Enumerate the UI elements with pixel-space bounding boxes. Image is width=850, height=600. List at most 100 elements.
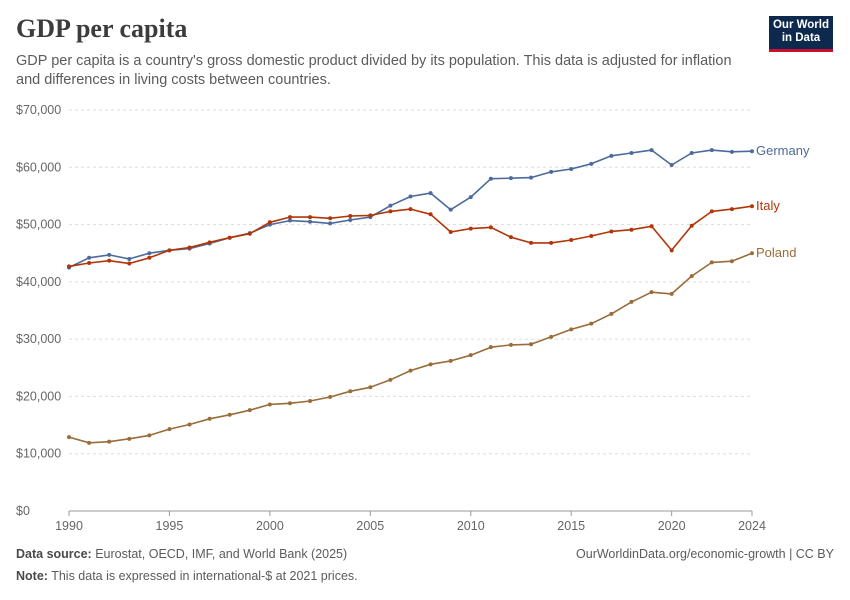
data-point-poland	[508, 342, 513, 347]
y-tick-label: $40,000	[16, 275, 61, 289]
data-point-poland	[247, 408, 252, 413]
y-tick-label: $30,000	[16, 332, 61, 346]
y-tick-label: $70,000	[16, 103, 61, 117]
x-tick-label: 2020	[658, 519, 686, 533]
y-tick-label: $10,000	[16, 447, 61, 461]
data-point-poland	[267, 402, 272, 407]
x-tick-label: 2010	[457, 519, 485, 533]
data-point-germany	[709, 148, 714, 153]
data-point-germany	[287, 218, 292, 223]
data-point-italy	[127, 261, 132, 266]
data-point-germany	[87, 255, 92, 260]
data-point-germany	[729, 149, 734, 154]
data-point-poland	[227, 412, 232, 417]
data-point-poland	[67, 435, 71, 440]
data-source: Data source: Eurostat, OECD, IMF, and Wo…	[16, 547, 347, 561]
data-point-italy	[589, 234, 594, 239]
logo-line-1: Our World	[772, 19, 829, 31]
data-point-poland	[388, 377, 393, 382]
x-tick-label: 2000	[256, 519, 284, 533]
data-point-italy	[649, 224, 654, 229]
owid-logo[interactable]: Our World in Data	[769, 16, 833, 52]
data-point-italy	[147, 255, 152, 260]
data-point-italy	[388, 209, 393, 214]
data-point-italy	[468, 226, 473, 231]
data-point-italy	[308, 215, 313, 220]
data-point-italy	[508, 235, 513, 240]
data-point-poland	[127, 436, 132, 441]
data-point-poland	[107, 439, 112, 444]
note-label: Note:	[16, 569, 48, 583]
data-point-italy	[247, 231, 252, 236]
data-point-italy	[287, 215, 292, 220]
data-point-italy	[267, 220, 272, 225]
data-point-germany	[328, 221, 333, 226]
data-point-germany	[127, 256, 132, 261]
data-point-germany	[629, 150, 634, 155]
series-label-germany: Germany	[756, 143, 810, 158]
data-point-italy	[448, 230, 453, 235]
data-point-poland	[368, 385, 373, 390]
data-point-italy	[408, 207, 413, 212]
data-point-germany	[408, 194, 413, 199]
x-tick-label: 2024	[738, 519, 766, 533]
data-point-poland	[87, 440, 92, 445]
series-label-poland: Poland	[756, 245, 796, 260]
x-axis: 1990 1995 2000 2005 2010 2015 2020 2024	[55, 511, 766, 533]
x-tick-label: 2005	[356, 519, 384, 533]
data-point-poland	[207, 416, 212, 421]
note-text: This data is expressed in international-…	[51, 569, 358, 583]
data-point-italy	[107, 258, 112, 263]
data-point-poland	[569, 327, 574, 332]
data-point-germany	[388, 203, 393, 208]
data-point-poland	[328, 395, 333, 400]
data-point-germany	[488, 176, 493, 181]
data-point-italy	[629, 227, 634, 232]
data-point-poland	[167, 427, 172, 432]
data-point-italy	[428, 212, 433, 217]
data-point-poland	[729, 259, 734, 264]
data-point-germany	[750, 149, 754, 154]
data-point-italy	[609, 229, 614, 234]
data-point-germany	[107, 252, 112, 257]
data-point-germany	[649, 148, 654, 153]
data-point-italy	[569, 238, 574, 243]
series-labels: Germany Italy Poland	[756, 143, 810, 260]
data-point-poland	[308, 399, 313, 404]
x-tick-label: 1990	[55, 519, 83, 533]
data-point-germany	[609, 153, 614, 158]
y-tick-label: $20,000	[16, 389, 61, 403]
data-point-poland	[669, 291, 674, 296]
logo-line-2: in Data	[781, 32, 821, 44]
data-point-poland	[348, 389, 353, 394]
data-point-italy	[549, 240, 554, 245]
series-label-italy: Italy	[756, 198, 780, 213]
data-point-italy	[488, 225, 493, 230]
data-point-italy	[529, 240, 534, 245]
data-point-germany	[448, 207, 453, 212]
y-tick-label: $50,000	[16, 218, 61, 232]
y-axis-ticks: $0 $10,000 $20,000 $30,000 $40,000 $50,000 $60…	[16, 103, 61, 518]
data-point-italy	[348, 213, 353, 218]
data-point-poland	[649, 290, 654, 295]
data-point-poland	[549, 334, 554, 339]
data-point-italy	[368, 213, 373, 218]
data-point-germany	[147, 251, 152, 256]
source-text: Eurostat, OECD, IMF, and World Bank (202…	[95, 547, 348, 561]
data-point-italy	[227, 235, 232, 240]
chart-subtitle: GDP per capita is a country's gross dome…	[16, 53, 732, 88]
data-point-germany	[308, 219, 313, 224]
data-point-germany	[549, 169, 554, 174]
source-label: Data source:	[16, 547, 92, 561]
data-point-germany	[428, 191, 433, 196]
data-point-germany	[689, 150, 694, 155]
data-point-poland	[750, 251, 754, 256]
data-point-italy	[328, 216, 333, 221]
data-point-italy	[187, 245, 192, 250]
y-tick-label: $60,000	[16, 160, 61, 174]
y-tick-label: $0	[16, 504, 30, 518]
series-line-italy	[68, 205, 753, 268]
source-link[interactable]: OurWorldinData.org/economic-growth | CC …	[576, 547, 834, 561]
data-point-germany	[589, 161, 594, 166]
